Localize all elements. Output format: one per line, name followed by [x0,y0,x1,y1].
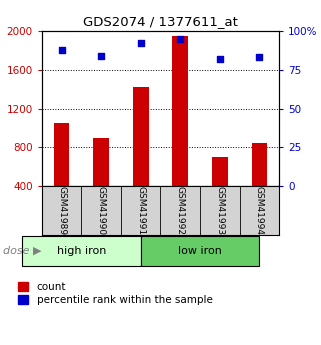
Text: dose ▶: dose ▶ [3,246,42,256]
Text: GSM41992: GSM41992 [176,186,185,235]
Point [178,36,183,41]
Bar [133,87,149,186]
Text: GSM41990: GSM41990 [97,186,106,235]
Bar [252,142,267,186]
Bar [172,36,188,186]
Title: GDS2074 / 1377611_at: GDS2074 / 1377611_at [83,16,238,29]
Text: high iron: high iron [56,246,106,256]
Point [138,41,143,46]
Text: GSM41993: GSM41993 [215,186,224,235]
Point [59,47,64,52]
Bar [212,157,228,186]
Text: GSM41991: GSM41991 [136,186,145,235]
Text: low iron: low iron [178,246,222,256]
Legend: count, percentile rank within the sample: count, percentile rank within the sample [18,282,213,305]
Text: GSM41989: GSM41989 [57,186,66,235]
Bar [93,138,109,186]
Point [257,55,262,60]
Bar [54,123,69,186]
Text: GSM41994: GSM41994 [255,186,264,235]
Point [99,53,104,59]
Point [217,56,222,62]
